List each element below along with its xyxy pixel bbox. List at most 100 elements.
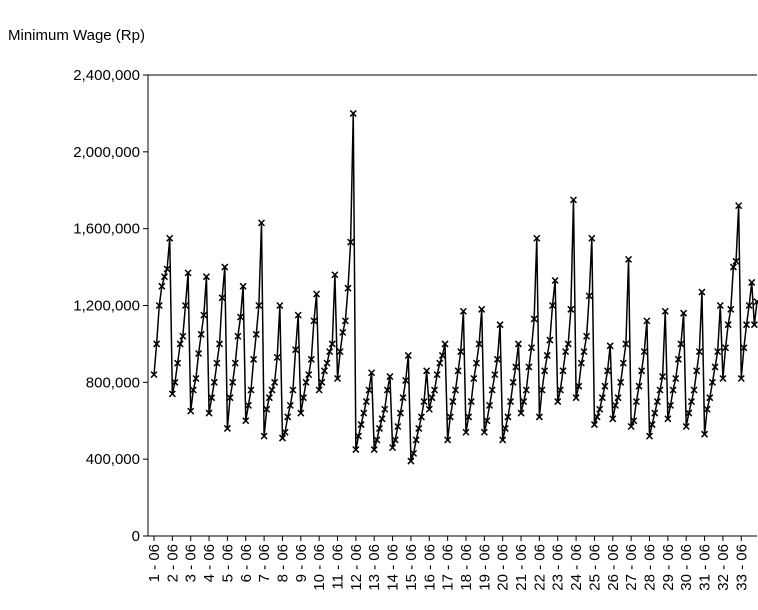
point-marker (604, 367, 612, 375)
point-marker (708, 378, 716, 386)
point-marker (632, 398, 640, 406)
x-tick-label: 19 - 06 (476, 544, 493, 591)
point-marker (517, 409, 525, 417)
point-marker (268, 386, 276, 394)
point-marker (386, 373, 394, 381)
point-marker (381, 405, 389, 413)
point-marker (609, 415, 617, 423)
point-marker (680, 309, 688, 317)
point-marker (242, 417, 250, 425)
point-marker (150, 371, 158, 379)
point-marker (467, 398, 475, 406)
point-marker (389, 444, 397, 452)
point-marker (493, 355, 501, 363)
x-tick-label: 10 - 06 (311, 544, 328, 591)
point-marker (504, 413, 512, 421)
point-marker (349, 109, 357, 117)
point-marker (205, 409, 213, 417)
point-marker (289, 386, 297, 394)
point-marker (263, 405, 271, 413)
point-marker (195, 349, 203, 358)
point-marker (627, 422, 635, 431)
y-tick-label: 800,000 (86, 374, 140, 391)
point-marker (562, 348, 570, 356)
point-marker (606, 342, 614, 350)
point-marker (659, 373, 667, 381)
point-marker (171, 378, 179, 386)
point-marker (166, 234, 174, 242)
point-marker (703, 405, 711, 413)
point-marker (305, 371, 313, 379)
point-marker (672, 374, 680, 383)
x-tick-label: 6 - 06 (238, 544, 255, 582)
point-marker (420, 398, 428, 406)
point-marker (593, 413, 601, 421)
point-marker (674, 355, 682, 363)
point-marker (564, 340, 572, 348)
point-marker (231, 359, 239, 367)
point-marker (590, 421, 598, 429)
x-tick-label: 17 - 06 (440, 544, 457, 591)
point-marker (619, 359, 627, 367)
point-marker (341, 317, 349, 325)
point-marker (737, 374, 745, 383)
point-marker (745, 301, 753, 310)
point-marker (223, 424, 231, 432)
point-marker (184, 269, 192, 277)
point-marker (370, 446, 378, 454)
point-marker (690, 386, 698, 394)
point-marker (357, 421, 365, 429)
point-marker (669, 386, 677, 394)
point-marker (415, 424, 423, 432)
point-marker (417, 413, 425, 421)
point-marker (527, 344, 536, 352)
point-marker (682, 422, 690, 431)
x-tick-label: 3 - 06 (183, 544, 200, 582)
point-marker (433, 371, 441, 379)
point-marker (189, 386, 197, 394)
point-marker (402, 376, 410, 384)
point-marker (588, 234, 596, 242)
x-tick-label: 18 - 06 (458, 544, 475, 591)
point-marker (210, 378, 218, 386)
x-tick-label: 15 - 06 (403, 544, 420, 591)
point-marker (179, 332, 187, 340)
chart-title: Minimum Wage (Rp) (8, 27, 145, 44)
point-marker (286, 401, 294, 409)
point-marker (488, 386, 496, 394)
point-marker (239, 282, 247, 290)
point-marker (315, 386, 323, 394)
point-marker (472, 359, 481, 367)
point-marker (344, 284, 352, 292)
x-tick-label: 14 - 06 (385, 544, 402, 591)
x-tick-label: 27 - 06 (623, 544, 640, 591)
point-marker (470, 374, 478, 383)
point-marker (525, 363, 533, 371)
point-marker (648, 421, 656, 429)
point-marker (155, 301, 163, 310)
point-marker (693, 367, 701, 375)
point-marker (729, 263, 737, 271)
point-marker (273, 353, 281, 361)
point-marker (598, 394, 606, 402)
point-marker (706, 394, 714, 402)
x-tick-label: 23 - 06 (550, 544, 567, 591)
point-marker (333, 374, 342, 383)
x-tick-label: 1 - 06 (146, 544, 163, 582)
x-tick-label: 29 - 06 (660, 544, 677, 591)
point-marker (375, 424, 384, 432)
point-marker (643, 317, 651, 325)
point-marker (501, 424, 509, 432)
point-marker (645, 432, 654, 440)
point-marker (446, 413, 454, 421)
point-marker (449, 398, 457, 406)
point-marker (160, 273, 169, 281)
point-marker (394, 422, 402, 431)
point-marker (299, 394, 307, 402)
point-marker (596, 405, 604, 413)
point-marker (711, 363, 719, 371)
point-marker (748, 278, 756, 286)
point-marker (391, 436, 399, 444)
point-marker (664, 415, 672, 423)
point-marker (302, 378, 310, 386)
